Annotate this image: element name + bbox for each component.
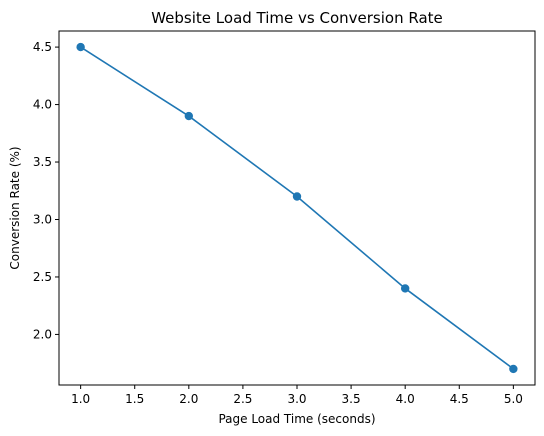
y-axis: 2.0 2.5 3.0 3.5 4.0 4.5	[33, 40, 59, 341]
x-axis-title: Page Load Time (seconds)	[218, 412, 375, 426]
data-point	[184, 111, 194, 121]
x-tick-label: 3.0	[287, 392, 306, 406]
y-tick-label: 3.5	[33, 155, 52, 169]
series-line	[80, 46, 514, 370]
data-point	[76, 42, 85, 52]
x-tick-label: 4.5	[450, 392, 469, 406]
chart-title: Website Load Time vs Conversion Rate	[151, 9, 443, 27]
x-tick-label: 1.0	[71, 392, 90, 406]
x-tick-label: 2.5	[233, 392, 252, 406]
data-point	[400, 284, 410, 293]
y-tick-label: 4.0	[33, 98, 52, 112]
series-points	[76, 42, 518, 374]
y-tick-label: 2.0	[33, 327, 52, 341]
x-tick-label: 3.5	[342, 392, 361, 406]
y-axis-title: Conversion Rate (%)	[8, 146, 22, 269]
y-tick-label: 3.0	[33, 212, 52, 226]
x-tick-label: 4.0	[396, 392, 415, 406]
x-tick-label: 1.5	[125, 392, 144, 406]
y-tick-label: 2.5	[33, 270, 52, 284]
data-point	[292, 192, 302, 201]
x-axis: 1.0 1.5 2.0 2.5 3.0 3.5 4.0 4.5 5.0	[71, 385, 523, 406]
y-tick-label: 4.5	[33, 40, 52, 54]
x-tick-label: 5.0	[504, 392, 523, 406]
data-point	[509, 364, 518, 374]
x-tick-label: 2.0	[179, 392, 198, 406]
